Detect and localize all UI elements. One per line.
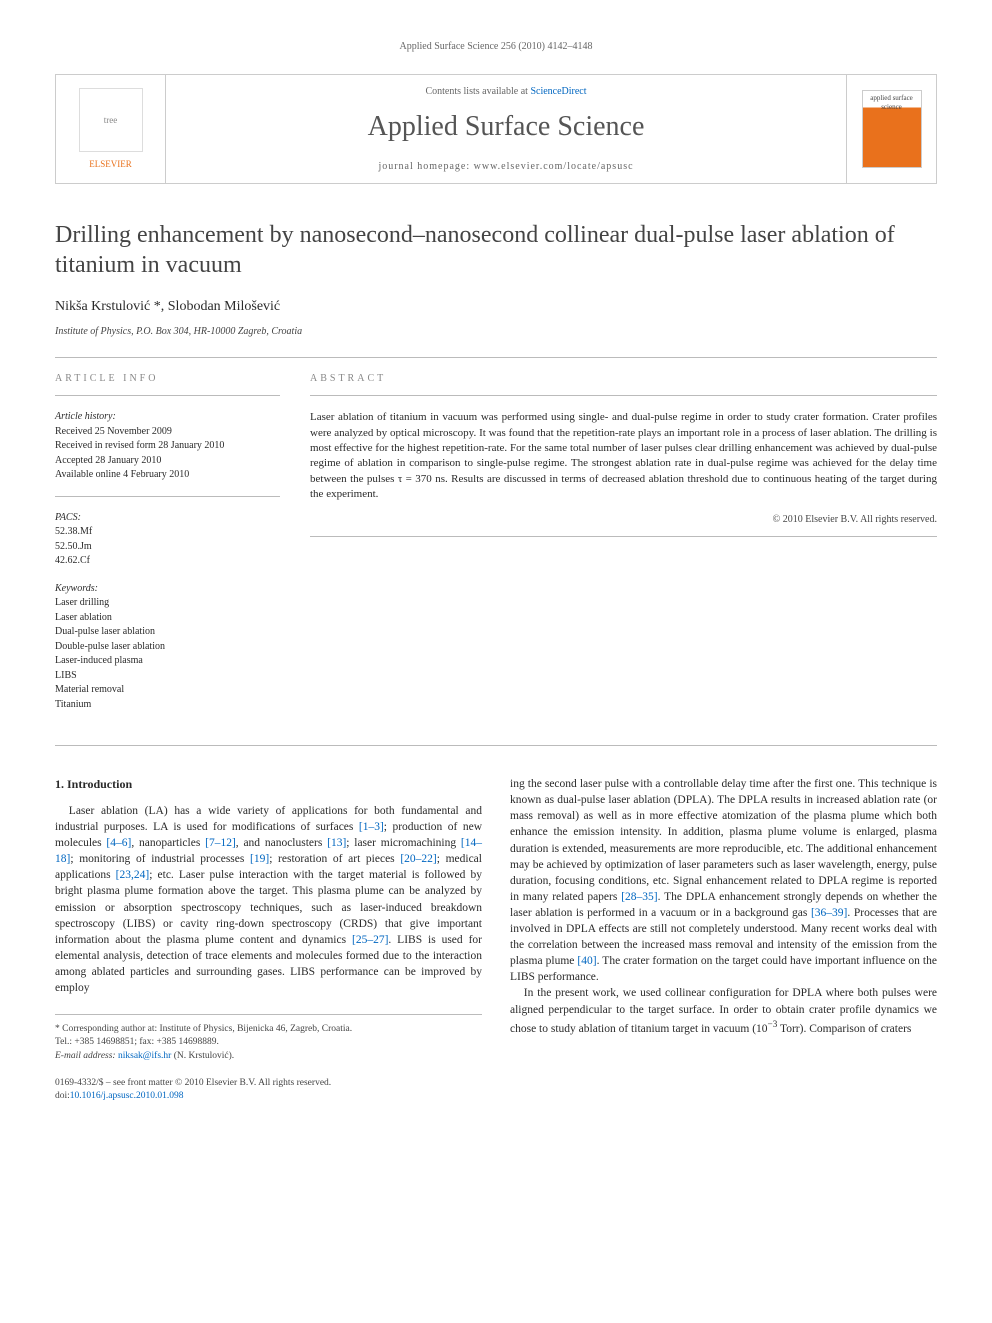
- cover-cell: applied surface science: [846, 75, 936, 184]
- doi-line: doi:10.1016/j.apsusc.2010.01.098: [55, 1090, 482, 1103]
- issn-line: 0169-4332/$ – see front matter © 2010 El…: [55, 1077, 482, 1090]
- ref-link[interactable]: [36–39]: [811, 907, 847, 919]
- ref-link[interactable]: [1–3]: [359, 821, 384, 833]
- abstract-text: Laser ablation of titanium in vacuum was…: [310, 410, 937, 502]
- history-label: Article history:: [55, 410, 280, 424]
- divider-bottom: [55, 745, 937, 746]
- ref-link[interactable]: [20–22]: [400, 853, 436, 865]
- homepage-prefix: journal homepage:: [378, 161, 473, 172]
- article-info-column: ARTICLE INFO Article history: Received 2…: [55, 372, 280, 726]
- running-head: Applied Surface Science 256 (2010) 4142–…: [55, 40, 937, 54]
- contents-line: Contents lists available at ScienceDirec…: [425, 85, 586, 99]
- email-label: E-mail address:: [55, 1051, 118, 1061]
- pacs-code: 52.38.Mf: [55, 525, 280, 539]
- pacs-block: PACS: 52.38.Mf 52.50.Jm 42.62.Cf: [55, 511, 280, 568]
- publisher-cell: tree ELSEVIER: [56, 75, 166, 184]
- authors: Nikša Krstulović *, Slobodan Milošević: [55, 298, 937, 317]
- keyword: Titanium: [55, 698, 280, 712]
- received-date: Received 25 November 2009: [55, 425, 280, 439]
- elsevier-tree-icon: tree: [79, 88, 143, 152]
- article-info-head: ARTICLE INFO: [55, 372, 280, 386]
- divider: [55, 496, 280, 497]
- bottom-matter: 0169-4332/$ – see front matter © 2010 El…: [55, 1077, 482, 1104]
- keyword: LIBS: [55, 669, 280, 683]
- pacs-code: 42.62.Cf: [55, 554, 280, 568]
- pacs-code: 52.50.Jm: [55, 540, 280, 554]
- corresponding-email-link[interactable]: niksak@ifs.hr: [118, 1051, 171, 1061]
- pacs-label: PACS:: [55, 511, 280, 525]
- intro-para-3: In the present work, we used collinear c…: [510, 985, 937, 1036]
- keyword: Material removal: [55, 683, 280, 697]
- revised-date: Received in revised form 28 January 2010: [55, 439, 280, 453]
- affiliation: Institute of Physics, P.O. Box 304, HR-1…: [55, 325, 937, 339]
- divider: [55, 395, 280, 396]
- keyword: Laser ablation: [55, 611, 280, 625]
- intro-para-2: ing the second laser pulse with a contro…: [510, 776, 937, 985]
- homepage-url: www.elsevier.com/locate/apsusc: [474, 161, 634, 172]
- ref-link[interactable]: [23,24]: [116, 869, 150, 881]
- accepted-date: Accepted 28 January 2010: [55, 454, 280, 468]
- keyword: Laser drilling: [55, 596, 280, 610]
- header-center: Contents lists available at ScienceDirec…: [166, 75, 846, 184]
- corresponding-email-line: E-mail address: niksak@ifs.hr (N. Krstul…: [55, 1050, 482, 1063]
- abstract-column: ABSTRACT Laser ablation of titanium in v…: [310, 372, 937, 726]
- homepage-line: journal homepage: www.elsevier.com/locat…: [378, 160, 633, 174]
- ref-link[interactable]: [28–35]: [621, 891, 657, 903]
- keyword: Dual-pulse laser ablation: [55, 625, 280, 639]
- divider-top: [55, 357, 937, 358]
- divider: [310, 536, 937, 537]
- superscript: −3: [768, 1019, 778, 1029]
- divider: [310, 395, 937, 396]
- meta-row: ARTICLE INFO Article history: Received 2…: [55, 372, 937, 726]
- abstract-copyright: © 2010 Elsevier B.V. All rights reserved…: [310, 513, 937, 527]
- ref-link[interactable]: [7–12]: [205, 837, 236, 849]
- keyword: Laser-induced plasma: [55, 654, 280, 668]
- publisher-label: ELSEVIER: [89, 158, 132, 170]
- article-title: Drilling enhancement by nanosecond–nanos…: [55, 220, 937, 280]
- intro-para-1: Laser ablation (LA) has a wide variety o…: [55, 803, 482, 996]
- ref-link[interactable]: [40]: [577, 955, 596, 967]
- cover-thumbnail: applied surface science: [862, 90, 922, 168]
- ref-link[interactable]: [19]: [250, 853, 269, 865]
- keyword: Double-pulse laser ablation: [55, 640, 280, 654]
- ref-link[interactable]: [4–6]: [106, 837, 131, 849]
- corresponding-line1: * Corresponding author at: Institute of …: [55, 1023, 482, 1036]
- ref-link[interactable]: [13]: [327, 837, 346, 849]
- contents-prefix: Contents lists available at: [425, 86, 530, 97]
- corresponding-line2: Tel.: +385 14698851; fax: +385 14698889.: [55, 1036, 482, 1049]
- keywords-label: Keywords:: [55, 582, 280, 596]
- journal-name: Applied Surface Science: [368, 108, 645, 146]
- ref-link[interactable]: [25–27]: [352, 934, 388, 946]
- doi-link[interactable]: 10.1016/j.apsusc.2010.01.098: [70, 1091, 184, 1101]
- section-heading-intro: 1. Introduction: [55, 776, 482, 793]
- corresponding-author-footer: * Corresponding author at: Institute of …: [55, 1014, 482, 1063]
- keywords-block: Keywords: Laser drilling Laser ablation …: [55, 582, 280, 712]
- journal-header: tree ELSEVIER Contents lists available a…: [55, 74, 937, 185]
- online-date: Available online 4 February 2010: [55, 468, 280, 482]
- body-text: 1. Introduction Laser ablation (LA) has …: [55, 776, 937, 1103]
- email-author: (N. Krstulović).: [171, 1051, 234, 1061]
- abstract-head: ABSTRACT: [310, 372, 937, 386]
- article-history: Article history: Received 25 November 20…: [55, 410, 280, 482]
- sciencedirect-link[interactable]: ScienceDirect: [530, 86, 586, 97]
